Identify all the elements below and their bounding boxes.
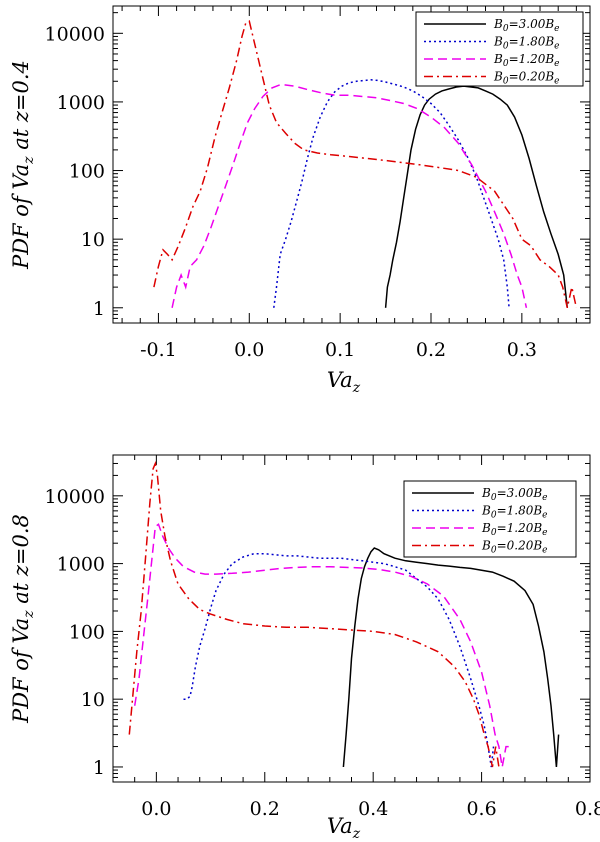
series-line-b0-1-20be: [133, 523, 509, 768]
series-line-b0-3-00be: [384, 85, 569, 308]
legend-label: B0=0.20Be: [481, 539, 547, 556]
x-tick-label: 0.1: [325, 339, 355, 361]
x-tick-label: 0.4: [358, 798, 388, 820]
series-line-b0-0-20be: [153, 20, 578, 308]
legend-label: B0=1.20Be: [481, 521, 547, 538]
x-tick-label: 0.0: [141, 798, 171, 820]
x-tick-label: -0.1: [140, 339, 177, 361]
x-tick-label: 0.6: [466, 798, 496, 820]
series-line-b0-0-20be: [128, 460, 500, 768]
y-tick-label: 10000: [45, 23, 105, 45]
series-line-b0-1-80be: [183, 552, 495, 768]
y-tick-label: 100: [69, 161, 105, 183]
series-line-b0-1-20be: [171, 83, 528, 308]
legend-label: B0=1.20Be: [493, 52, 559, 69]
legend-label: B0=0.20Be: [493, 70, 559, 87]
y-tick-label: 1: [93, 757, 105, 779]
y-axis-label: PDF of Vaz at z=0.4: [9, 60, 37, 270]
legend-label: B0=3.00Be: [481, 486, 547, 503]
y-tick-label: 10000: [45, 486, 105, 508]
x-axis-label: Vaz: [327, 368, 361, 396]
y-tick-label: 1000: [57, 554, 105, 576]
x-tick-label: 0.2: [250, 798, 280, 820]
y-axis-label: PDF of Vaz at z=0.8: [9, 514, 37, 724]
y-tick-label: 10: [81, 689, 105, 711]
x-tick-label: 0.2: [416, 339, 446, 361]
x-tick-label: 0.8: [575, 798, 600, 820]
y-tick-label: 1000: [57, 92, 105, 114]
legend-label: B0=3.00Be: [493, 17, 559, 34]
series-line-b0-1-80be: [273, 79, 510, 308]
legend-label: B0=1.80Be: [481, 504, 547, 521]
chart-panel-2: 0.0 0.2 0.4 0.6 0.8 1 10 100 1000 10000 Vaz PDF of …: [9, 454, 600, 842]
y-tick-label: 10: [81, 229, 105, 251]
legend-box: [415, 11, 584, 87]
plot-frame: [112, 5, 591, 324]
chart-panel-1: -0.1 0.0 0.1 0.2 0.3 1 10 100 1000 10000 Vaz PDF of…: [9, 5, 591, 396]
y-tick-label: 100: [69, 621, 105, 643]
x-axis-label: Vaz: [327, 814, 361, 842]
legend-label: B0=1.80Be: [493, 35, 559, 52]
y-tick-label: 1: [93, 298, 105, 320]
x-tick-label: 0.0: [234, 339, 264, 361]
x-tick-label: 0.3: [507, 339, 537, 361]
series-line-b0-3-00be: [342, 547, 560, 768]
